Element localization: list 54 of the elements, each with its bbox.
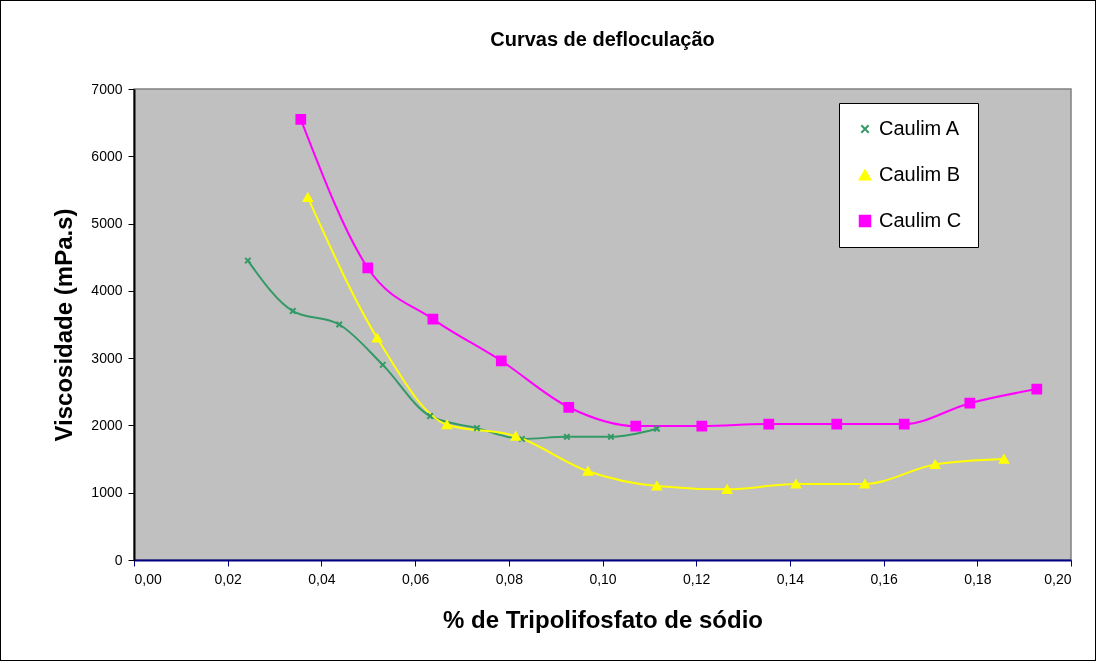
y-tick-label: 5000 <box>91 215 123 232</box>
x-tick-label: 0,14 <box>776 570 805 587</box>
point <box>426 412 434 420</box>
legend-label: Caulim B <box>879 163 961 185</box>
point <box>607 433 615 441</box>
point <box>372 333 383 343</box>
point <box>335 320 343 329</box>
point <box>289 307 297 315</box>
point <box>696 420 708 432</box>
point <box>441 420 453 430</box>
legend-label: Caulim C <box>879 209 962 231</box>
y-tick-label: 4000 <box>91 282 123 299</box>
x-tick-label: 0,12 <box>683 570 711 587</box>
x-tick-label: 0,08 <box>495 570 524 587</box>
x-tick-label: 0,10 <box>589 570 617 587</box>
x-tick-label: 0,18 <box>964 570 992 587</box>
point <box>473 424 481 432</box>
point <box>563 433 571 441</box>
point <box>510 431 521 441</box>
point <box>930 459 941 470</box>
x-tick-label: 0,04 <box>308 570 336 587</box>
y-tick-label: 6000 <box>91 147 123 164</box>
point <box>379 361 387 369</box>
point <box>295 113 307 125</box>
point <box>790 479 802 489</box>
y-axis-title: Viscosidade (mPa.s) <box>50 208 78 442</box>
y-tick-label: 2000 <box>91 416 123 433</box>
point <box>998 454 1010 464</box>
point <box>831 418 843 430</box>
point <box>859 479 870 489</box>
point <box>1031 383 1043 395</box>
point <box>630 420 642 432</box>
point <box>582 466 594 476</box>
point <box>964 397 976 409</box>
y-tick-label: 3000 <box>91 349 123 366</box>
x-tick-label: 0,06 <box>401 570 430 587</box>
point <box>302 192 313 202</box>
x-axis-title: % de Tripolifosfato de sódio <box>442 605 764 633</box>
y-tick-label: 0 <box>114 551 123 568</box>
x-tick-label: 0,16 <box>870 570 898 587</box>
point <box>563 401 575 413</box>
chart-title: Curvas de defloculação <box>490 28 715 50</box>
y-tick-label: 7000 <box>91 80 123 97</box>
x-tick-label: 0,00 <box>134 570 162 587</box>
point <box>362 262 374 274</box>
point <box>495 355 507 367</box>
x-tick-label: 0,02 <box>214 570 243 587</box>
point <box>763 418 775 430</box>
point <box>721 484 733 494</box>
x-tick-label: 0,20 <box>1044 570 1072 587</box>
y-tick-label: 1000 <box>91 484 123 501</box>
point <box>651 481 662 491</box>
point <box>898 418 910 430</box>
legend-label: Caulim A <box>879 117 960 139</box>
